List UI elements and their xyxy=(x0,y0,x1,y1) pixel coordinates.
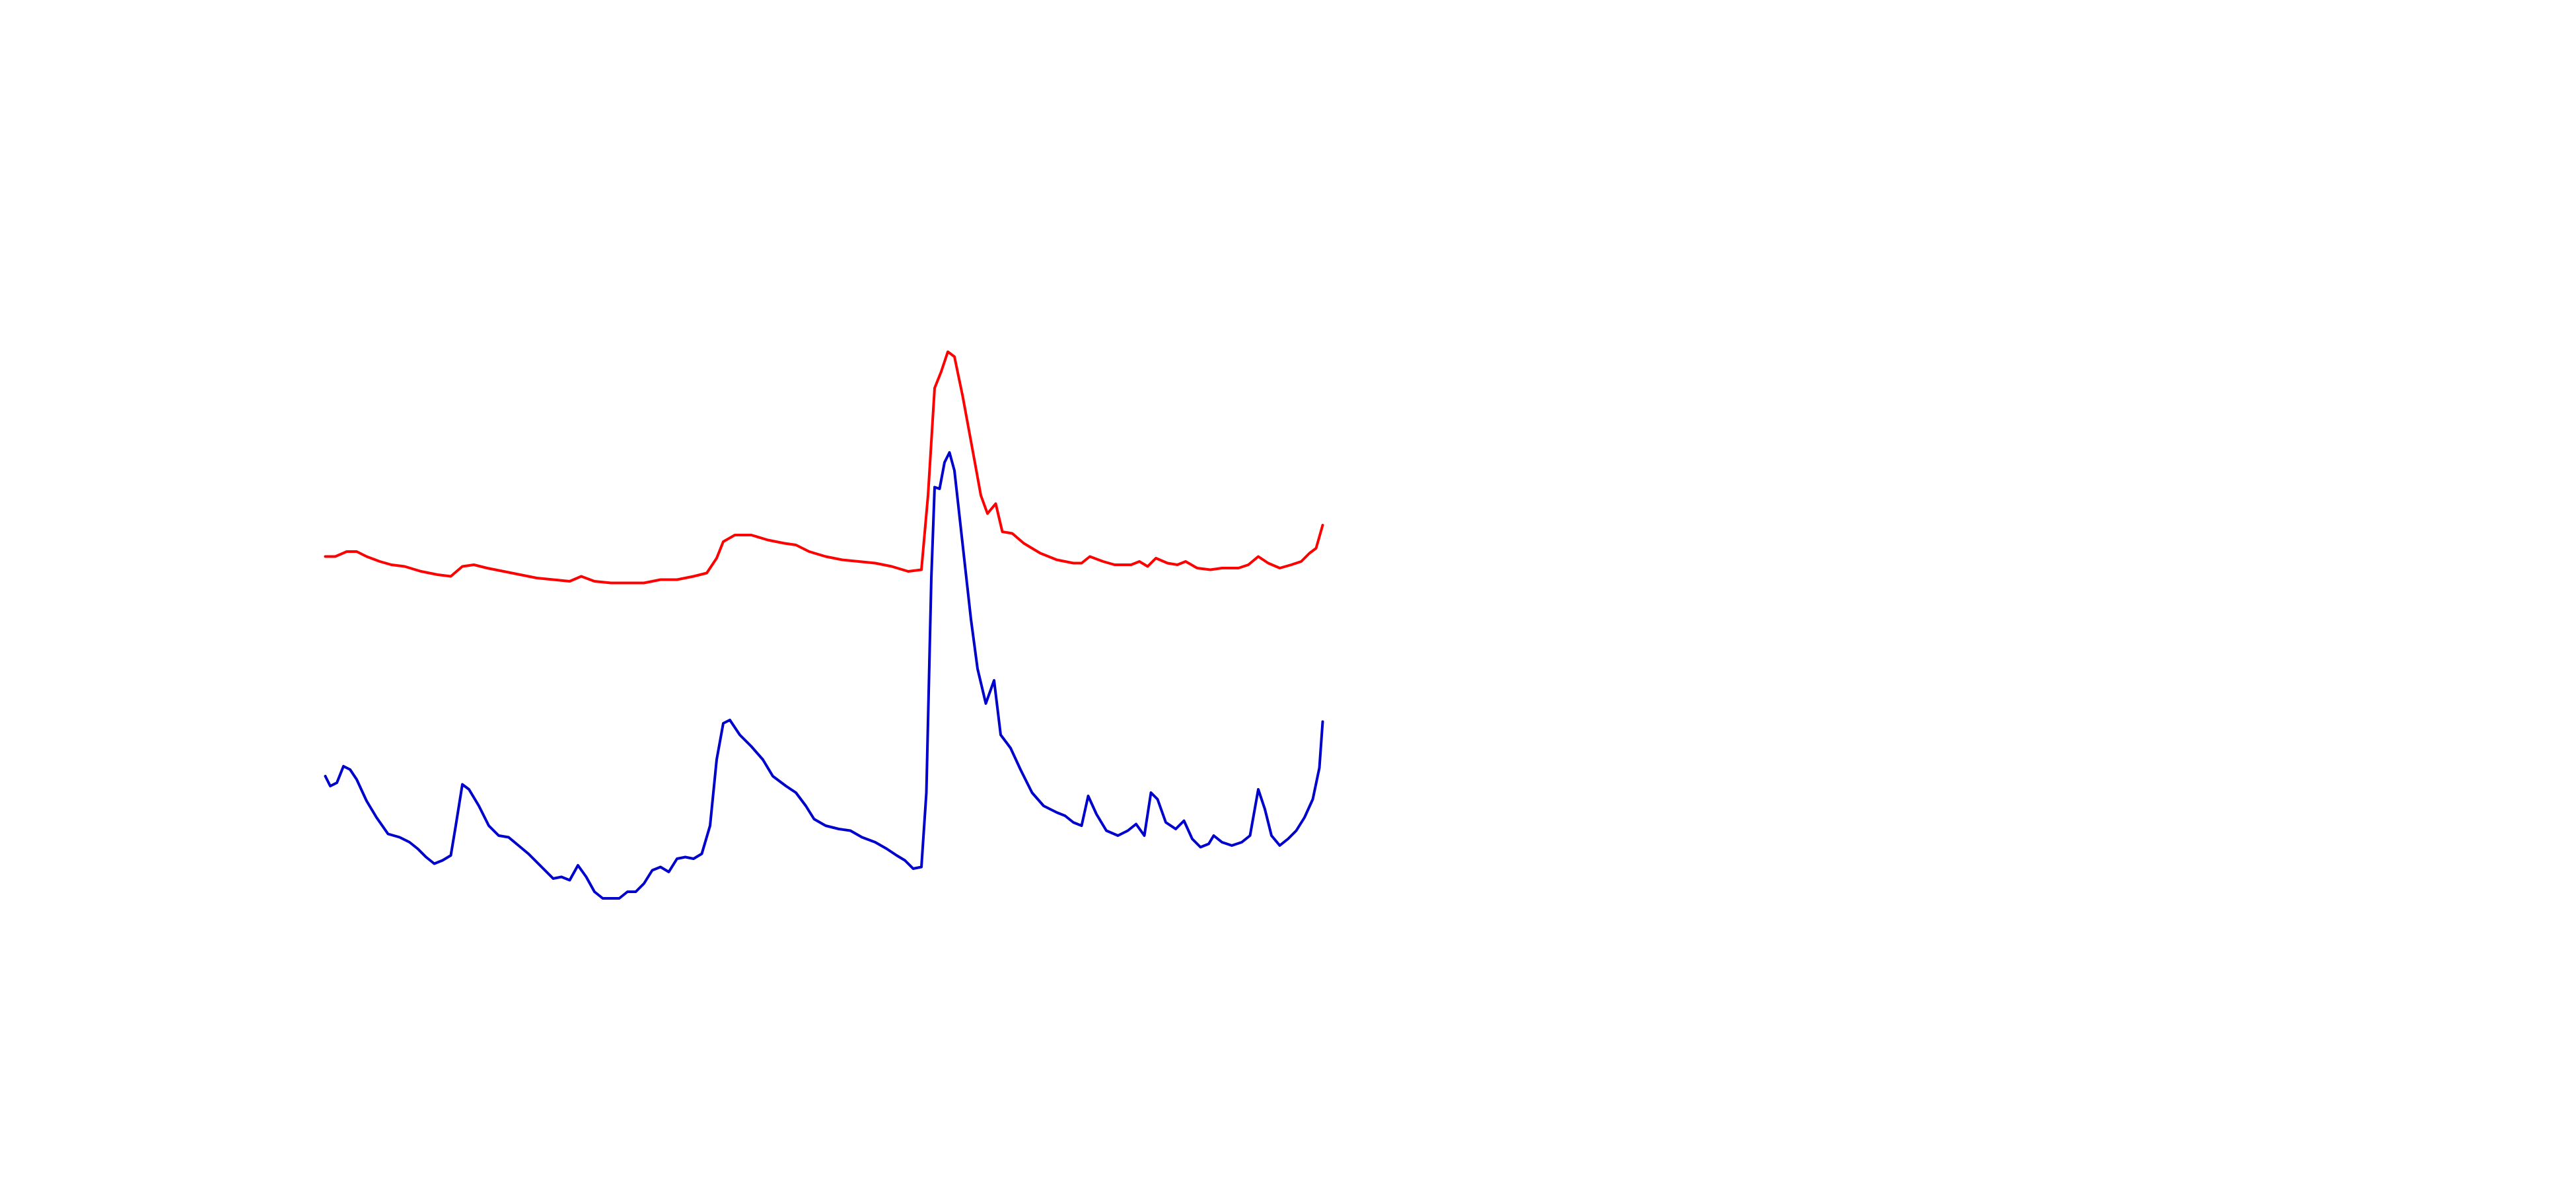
line-series xyxy=(324,451,1324,900)
line-series xyxy=(324,350,1324,585)
